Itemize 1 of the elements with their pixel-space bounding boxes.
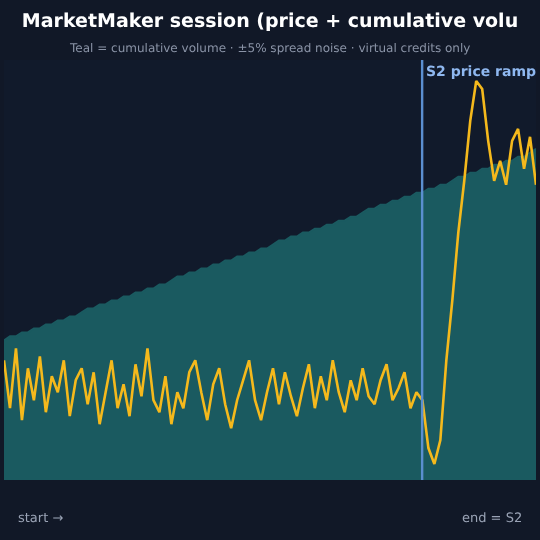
chart-title: MarketMaker session (price + cumulative volu (21, 10, 519, 33)
